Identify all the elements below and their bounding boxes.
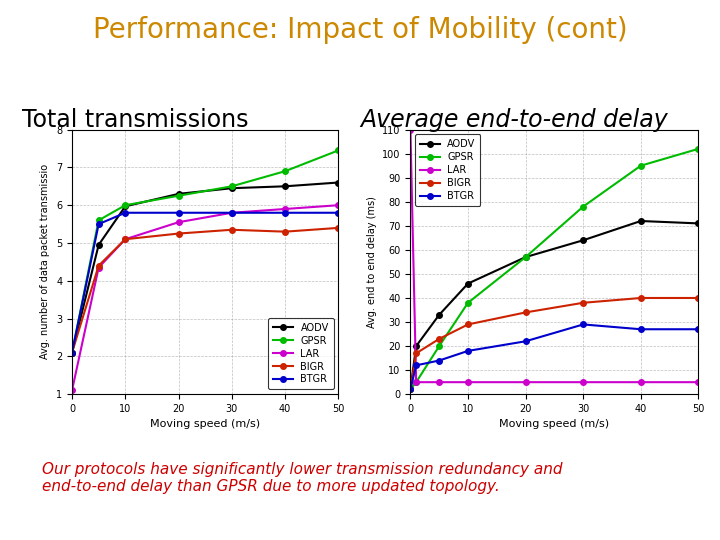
Line: AODV: AODV — [408, 218, 701, 392]
GPSR — [406, 386, 415, 393]
BIGR — [334, 225, 343, 231]
Line: GPSR: GPSR — [408, 146, 701, 392]
AODV — [636, 218, 645, 224]
GPSR — [281, 168, 289, 174]
BTGR — [174, 210, 183, 216]
AODV — [412, 343, 420, 349]
BIGR — [464, 321, 472, 328]
Text: Average end-to-end delay: Average end-to-end delay — [360, 108, 667, 132]
AODV — [121, 203, 130, 210]
LAR — [228, 210, 236, 216]
BIGR — [694, 295, 703, 301]
Text: Performance: Impact of Mobility (cont): Performance: Impact of Mobility (cont) — [93, 16, 627, 44]
LAR — [464, 379, 472, 386]
BTGR — [68, 349, 76, 356]
AODV — [521, 254, 530, 260]
BIGR — [174, 230, 183, 237]
BTGR — [281, 210, 289, 216]
LAR — [334, 202, 343, 208]
LAR — [521, 379, 530, 386]
Text: Total transmissions: Total transmissions — [22, 108, 248, 132]
AODV — [94, 241, 103, 248]
BIGR — [435, 336, 444, 342]
BIGR — [94, 262, 103, 269]
Y-axis label: Avg. number of data packet transmissio: Avg. number of data packet transmissio — [40, 164, 50, 360]
BIGR — [228, 227, 236, 233]
GPSR — [174, 192, 183, 199]
AODV — [406, 386, 415, 393]
AODV — [694, 220, 703, 227]
Line: BTGR: BTGR — [408, 322, 701, 392]
Line: LAR: LAR — [408, 127, 701, 385]
BTGR — [579, 321, 588, 328]
Text: Our protocols have significantly lower transmission redundancy and
end-to-end de: Our protocols have significantly lower t… — [42, 462, 562, 494]
GPSR — [435, 343, 444, 349]
GPSR — [694, 146, 703, 152]
LAR — [281, 206, 289, 212]
LAR — [579, 379, 588, 386]
AODV — [228, 185, 236, 192]
LAR — [694, 379, 703, 386]
X-axis label: Moving speed (m/s): Moving speed (m/s) — [150, 420, 260, 429]
GPSR — [334, 147, 343, 153]
Line: BTGR: BTGR — [69, 210, 341, 355]
GPSR — [121, 202, 130, 208]
AODV — [464, 280, 472, 287]
BTGR — [334, 210, 343, 216]
BIGR — [68, 349, 76, 356]
LAR — [406, 126, 415, 133]
BTGR — [435, 357, 444, 364]
LAR — [121, 236, 130, 242]
GPSR — [636, 163, 645, 169]
AODV — [281, 183, 289, 190]
BIGR — [406, 386, 415, 393]
Line: GPSR: GPSR — [69, 147, 341, 355]
BTGR — [694, 326, 703, 333]
LAR — [68, 387, 76, 394]
BIGR — [412, 350, 420, 356]
GPSR — [412, 379, 420, 386]
GPSR — [94, 217, 103, 224]
BTGR — [412, 362, 420, 369]
LAR — [636, 379, 645, 386]
X-axis label: Moving speed (m/s): Moving speed (m/s) — [500, 420, 609, 429]
BTGR — [94, 221, 103, 227]
AODV — [334, 179, 343, 186]
BIGR — [636, 295, 645, 301]
Legend: AODV, GPSR, LAR, BIGR, BTGR: AODV, GPSR, LAR, BIGR, BTGR — [415, 134, 480, 206]
BTGR — [406, 386, 415, 393]
LAR — [94, 265, 103, 271]
Y-axis label: Avg. end to end delay (ms): Avg. end to end delay (ms) — [366, 196, 377, 328]
GPSR — [464, 300, 472, 306]
BIGR — [579, 300, 588, 306]
LAR — [174, 219, 183, 226]
BIGR — [281, 228, 289, 235]
AODV — [435, 312, 444, 318]
Line: AODV: AODV — [69, 180, 341, 355]
GPSR — [521, 254, 530, 260]
Line: BIGR: BIGR — [69, 225, 341, 355]
LAR — [412, 379, 420, 386]
Line: LAR: LAR — [69, 202, 341, 393]
BTGR — [521, 338, 530, 345]
BIGR — [121, 236, 130, 242]
AODV — [579, 237, 588, 244]
BTGR — [464, 348, 472, 354]
Line: BIGR: BIGR — [408, 295, 701, 392]
GPSR — [228, 183, 236, 190]
BTGR — [636, 326, 645, 333]
BTGR — [121, 210, 130, 216]
GPSR — [579, 204, 588, 210]
AODV — [68, 349, 76, 356]
BTGR — [228, 210, 236, 216]
LAR — [435, 379, 444, 386]
Legend: AODV, GPSR, LAR, BIGR, BTGR: AODV, GPSR, LAR, BIGR, BTGR — [269, 318, 333, 389]
AODV — [174, 191, 183, 197]
GPSR — [68, 349, 76, 356]
BIGR — [521, 309, 530, 316]
